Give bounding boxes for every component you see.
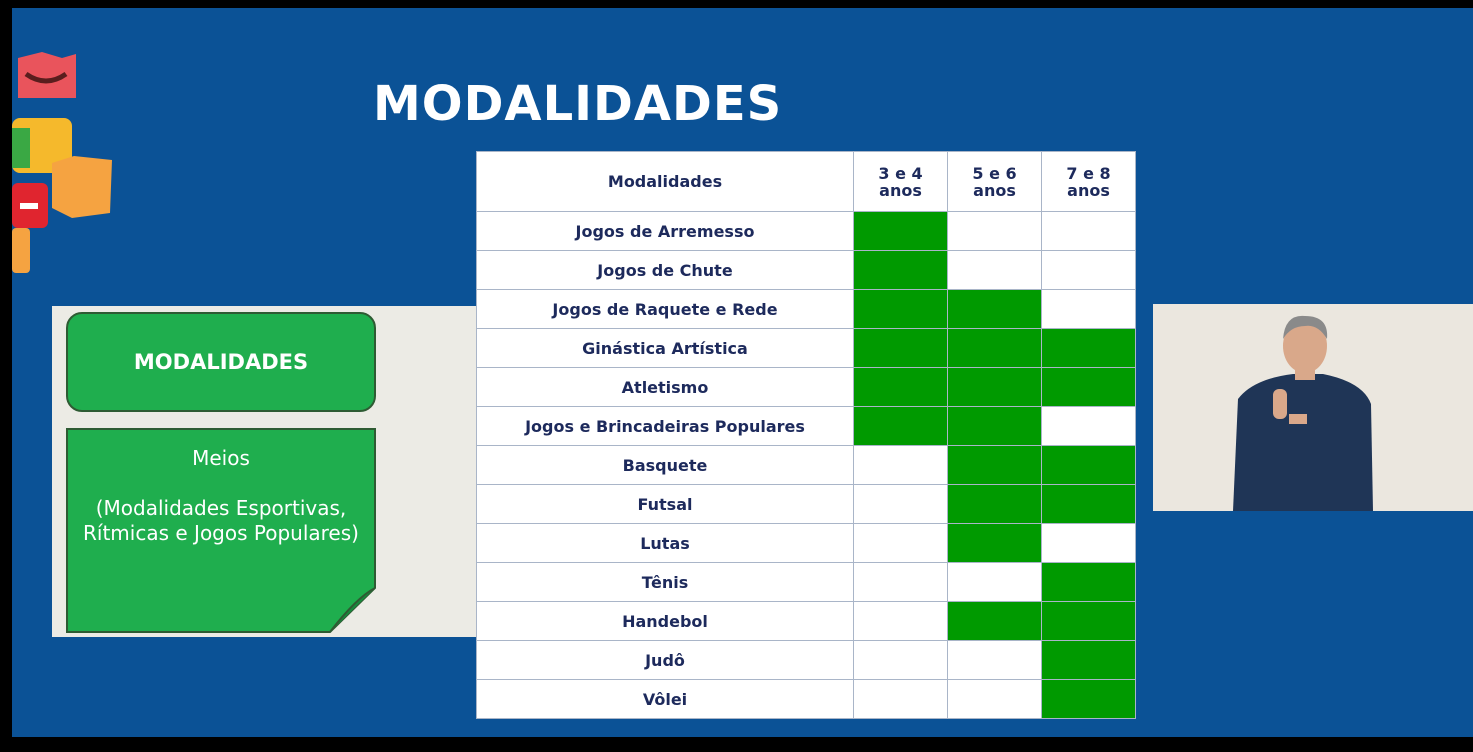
age-cell	[853, 601, 948, 641]
slide-title: MODALIDADES	[373, 76, 783, 132]
age-cell	[1041, 250, 1136, 290]
header-line: anos	[879, 180, 922, 200]
header-cell: 5 e 6 anos	[947, 151, 1042, 212]
note-description: (Modalidades Esportivas, Rítmicas e Jogo…	[83, 496, 359, 545]
table-row: Atletismo	[476, 367, 1136, 407]
table-row: Ginástica Artística	[476, 328, 1136, 368]
age-cell	[853, 679, 948, 719]
age-cell	[853, 484, 948, 524]
table-row: Handebol	[476, 601, 1136, 641]
note-text: Meios (Modalidades Esportivas, Rítmicas …	[66, 446, 376, 546]
age-cell	[853, 211, 948, 251]
row-label: Vôlei	[476, 679, 854, 719]
age-cell	[947, 640, 1042, 680]
row-label: Ginástica Artística	[476, 328, 854, 368]
row-label: Judô	[476, 640, 854, 680]
age-cell	[853, 640, 948, 680]
age-cell	[947, 406, 1042, 446]
note-subheading: Meios	[192, 446, 250, 470]
age-cell	[853, 406, 948, 446]
header-line: 5 e 6	[972, 163, 1017, 183]
age-cell	[1041, 289, 1136, 329]
age-cell	[947, 562, 1042, 602]
age-cell	[947, 445, 1042, 485]
age-cell	[1041, 640, 1136, 680]
header-cell: Modalidades	[476, 151, 854, 212]
header-cell: 3 e 4 anos	[853, 151, 948, 212]
header-line: anos	[973, 180, 1016, 200]
note-box	[66, 428, 376, 633]
age-cell	[853, 523, 948, 563]
table-row: Lutas	[476, 523, 1136, 563]
age-cell	[947, 367, 1042, 407]
age-cell	[853, 328, 948, 368]
age-cell	[853, 562, 948, 602]
age-cell	[947, 523, 1042, 563]
age-cell	[1041, 445, 1136, 485]
age-cell	[853, 289, 948, 329]
table-row: Futsal	[476, 484, 1136, 524]
slide: MODALIDADES MODALIDADES Meios (Modalidad…	[12, 8, 1473, 737]
age-cell	[1041, 406, 1136, 446]
age-cell	[853, 445, 948, 485]
emoji-decoration	[12, 52, 112, 273]
age-cell	[1041, 367, 1136, 407]
table-row: Tênis	[476, 562, 1136, 602]
age-cell	[1041, 211, 1136, 251]
table-row: Judô	[476, 640, 1136, 680]
row-label: Jogos e Brincadeiras Populares	[476, 406, 854, 446]
side-panel: MODALIDADES Meios (Modalidades Esportiva…	[52, 306, 476, 637]
age-cell	[947, 601, 1042, 641]
panel-heading: MODALIDADES	[66, 312, 376, 412]
row-label: Lutas	[476, 523, 854, 563]
age-cell	[1041, 562, 1136, 602]
table-row: Basquete	[476, 445, 1136, 485]
age-cell	[947, 250, 1042, 290]
age-cell	[1041, 484, 1136, 524]
age-cell	[947, 211, 1042, 251]
row-label: Jogos de Raquete e Rede	[476, 289, 854, 329]
row-label: Tênis	[476, 562, 854, 602]
age-cell	[1041, 328, 1136, 368]
table-row: Jogos de Chute	[476, 250, 1136, 290]
modalities-table: Modalidades 3 e 4 anos 5 e 6 anos 7 e 8 anos Jo…	[476, 151, 1136, 719]
speaker-video	[1153, 304, 1473, 511]
table-row: Jogos e Brincadeiras Populares	[476, 406, 1136, 446]
header-line: 7 e 8	[1066, 163, 1111, 183]
age-cell	[947, 484, 1042, 524]
header-cell: 7 e 8 anos	[1041, 151, 1136, 212]
table-row: Jogos de Raquete e Rede	[476, 289, 1136, 329]
row-label: Atletismo	[476, 367, 854, 407]
table-row: Jogos de Arremesso	[476, 211, 1136, 251]
age-cell	[853, 367, 948, 407]
age-cell	[947, 328, 1042, 368]
age-cell	[1041, 679, 1136, 719]
row-label: Jogos de Arremesso	[476, 211, 854, 251]
age-cell	[853, 250, 948, 290]
row-label: Jogos de Chute	[476, 250, 854, 290]
age-cell	[1041, 601, 1136, 641]
header-row: Modalidades 3 e 4 anos 5 e 6 anos 7 e 8 anos	[476, 151, 1136, 212]
table-row: Vôlei	[476, 679, 1136, 719]
age-cell	[1041, 523, 1136, 563]
row-label: Basquete	[476, 445, 854, 485]
age-cell	[947, 289, 1042, 329]
age-cell	[947, 679, 1042, 719]
row-label: Handebol	[476, 601, 854, 641]
row-label: Futsal	[476, 484, 854, 524]
header-line: 3 e 4	[878, 163, 923, 183]
header-line: anos	[1067, 180, 1110, 200]
